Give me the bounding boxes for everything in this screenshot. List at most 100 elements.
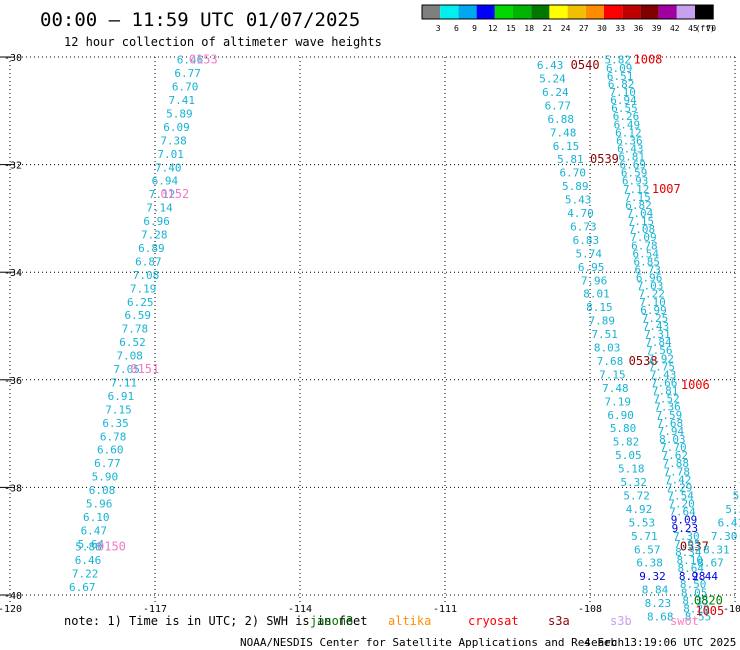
mission-jason3: jason3 — [310, 614, 353, 628]
data-point-label: 8.03 — [594, 342, 621, 355]
legend-label: 6 — [454, 24, 459, 33]
data-point-label: 7.52 — [653, 393, 680, 406]
data-point-label: 7.43 — [650, 368, 677, 381]
legend-swatch-36 — [622, 5, 641, 19]
data-point-label: 7.62 — [662, 449, 689, 462]
data-point-label: 7.84 — [645, 336, 672, 349]
data-point-label: 6.09 — [163, 121, 190, 134]
footer-timestamp: 4 Feb 13:19:06 UTC 2025 — [584, 636, 736, 649]
mission-cryosat: cryosat — [468, 614, 519, 628]
time-label: 0152 — [160, 187, 189, 201]
data-point-label: 8.01 — [583, 288, 610, 301]
legend-label: 33 — [615, 24, 625, 33]
time-label: 1005 — [695, 604, 724, 618]
data-point-label: 6.26 — [613, 110, 640, 123]
data-point-label: 7.64 — [669, 506, 696, 519]
data-point-label: 7.30 — [673, 530, 700, 543]
data-point-label: 6.91 — [108, 390, 135, 403]
data-point-label: 7.75 — [648, 360, 675, 373]
data-point-label: 6.87 — [135, 255, 162, 268]
data-point-label: 7.14 — [146, 202, 173, 215]
legend-label: 21 — [543, 24, 553, 33]
data-point-label: 7.10 — [609, 86, 636, 99]
data-point-label: 7.15 — [624, 191, 651, 204]
time-label: 0153 — [189, 53, 218, 67]
data-point-label: 9.09 — [671, 514, 698, 527]
legend-swatch-30 — [585, 5, 604, 19]
data-point-label: 6.25 — [127, 296, 154, 309]
data-point-label: 6.59 — [125, 309, 152, 322]
x-tick-label: -111 — [433, 604, 457, 615]
legend-label: 30 — [597, 24, 607, 33]
data-point-label: 7.68 — [657, 417, 684, 430]
data-point-label: 5.74 — [576, 247, 603, 260]
data-point-label: 7.08 — [629, 223, 656, 236]
x-tick-label: -108 — [578, 604, 602, 615]
data-point-label: 7.92 — [648, 352, 675, 365]
chart-title: 00:00 – 11:59 UTC 01/07/2025 — [40, 9, 360, 31]
data-point-label: 6.88 — [547, 113, 574, 126]
data-point-label: 6.73 — [570, 220, 597, 233]
data-point-label: 7.78 — [122, 323, 148, 336]
data-point-label: 6.09 — [606, 62, 633, 75]
data-point-label: 6.69 — [619, 159, 646, 172]
data-point-label: 7.78 — [663, 465, 690, 478]
data-point-label: 7.38 — [160, 134, 187, 147]
data-point-label: 6.77 — [545, 99, 572, 112]
data-point-label: 7.48 — [602, 382, 629, 395]
data-point-label: 5.64 — [78, 538, 105, 551]
time-label: 0539 — [590, 152, 619, 166]
legend-swatch-39 — [640, 5, 659, 19]
data-point-label: 6.59 — [621, 167, 648, 180]
legend-swatch-3 — [422, 5, 441, 19]
legend-swatch-27 — [567, 5, 586, 19]
time-label: 1006 — [681, 378, 710, 392]
data-point-label: 6.96 — [143, 215, 170, 228]
data-point-label: 5.82 — [605, 54, 632, 67]
data-point-label: 7.40 — [155, 161, 182, 174]
data-point-label: 9.32 — [639, 570, 666, 583]
legend-label: 27 — [579, 24, 589, 33]
data-point-label: 6.94 — [152, 175, 179, 188]
legend-swatch-42 — [658, 5, 677, 19]
data-point-label: 8.15 — [586, 301, 613, 314]
data-point-label: 7.04 — [627, 207, 654, 220]
legend-label: 45 — [688, 24, 698, 33]
legend-label: 39 — [652, 24, 662, 33]
data-point-label: 7.56 — [646, 344, 673, 357]
legend-label: 24 — [561, 24, 571, 33]
data-point-label: 5.05 — [615, 449, 642, 462]
data-point-label: 6.35 — [102, 417, 129, 430]
legend-swatch-15 — [494, 5, 513, 19]
data-point-label: 8.34 — [675, 546, 702, 559]
legend-border — [421, 4, 714, 20]
legend-label: 42 — [670, 24, 680, 33]
legend-label: 12 — [488, 24, 498, 33]
legend-swatch-33 — [604, 5, 623, 19]
data-point-label: 5.80 — [610, 422, 637, 435]
data-point-label: 7.96 — [581, 274, 608, 287]
data-point-label: 5.71 — [631, 530, 658, 543]
data-point-label: 8.50 — [680, 578, 707, 591]
data-point-label: 7.15 — [105, 403, 132, 416]
legend-swatch-18 — [513, 5, 532, 19]
time-label: 1007 — [652, 182, 681, 196]
data-point-label: 8.64 — [677, 562, 704, 575]
data-point-label: 8.67 — [697, 557, 724, 570]
data-point-label: 7.88 — [663, 457, 690, 470]
mission-s3a: s3a — [548, 614, 570, 628]
data-point-label: 7.31 — [644, 328, 671, 341]
mission-swot: swot — [670, 614, 699, 628]
data-point-label: 6.41 — [718, 516, 740, 529]
data-point-label: 8.84 — [642, 584, 669, 597]
data-point-label: 6.96 — [636, 272, 663, 285]
legend-swatch-24 — [549, 5, 568, 19]
legend-swatch-9 — [458, 5, 477, 19]
data-point-label: 6.43 — [617, 142, 644, 155]
data-point-label: 6.78 — [100, 430, 127, 443]
data-point-label: 6.52 — [119, 336, 146, 349]
time-label: 0537 — [680, 540, 709, 554]
data-point-label: 7.42 — [665, 473, 692, 486]
data-point-label: 8.31 — [703, 543, 730, 556]
data-point-label: 8.05 — [681, 586, 708, 599]
